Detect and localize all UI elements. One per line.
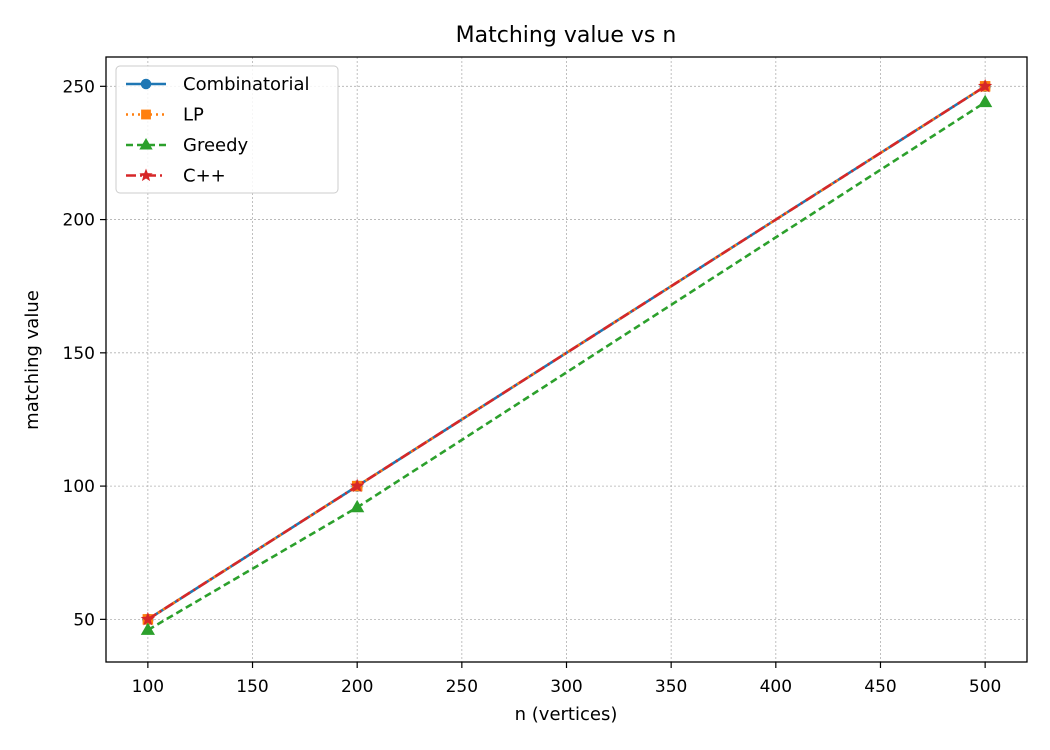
legend-marker [141,109,151,120]
legend-label: C++ [183,166,226,187]
legend-marker [139,138,153,150]
data-point [350,478,365,493]
y-tick-label: 50 [73,610,95,630]
x-tick-label: 400 [760,677,792,697]
legend-label: Greedy [183,135,249,156]
legend: Combinatorial LP Greedy C++ [115,65,339,194]
x-axis-label: n (vertices) [515,704,618,725]
y-tick-label: 150 [63,344,95,364]
data-point [140,622,155,635]
y-tick-label: 250 [63,77,95,97]
x-tick-label: 450 [864,677,896,697]
legend-label: Combinatorial [183,74,309,95]
x-axis: 100 150 200 250 300 350 400 450 500 [132,662,1001,697]
data-point [140,611,155,626]
x-tick-label: 350 [655,677,687,697]
data-point [978,94,993,108]
y-axis: 50 100 150 200 250 [63,77,106,630]
legend-item: Combinatorial [126,74,309,95]
x-tick-label: 500 [969,677,1001,697]
x-tick-label: 150 [236,677,268,697]
legend-label: LP [183,105,204,126]
x-tick-label: 100 [132,677,164,697]
y-tick-label: 200 [63,211,95,231]
x-tick-label: 200 [341,677,373,697]
x-tick-label: 300 [550,677,582,697]
series-greedy [140,94,993,635]
legend-box [115,65,339,194]
series-c- [140,78,993,626]
legend-item: C++ [126,166,226,187]
y-tick-label: 100 [63,477,95,497]
data-point [350,499,365,513]
legend-marker [139,168,153,182]
y-axis-label: matching value [22,290,43,430]
data-point [978,78,993,93]
legend-item: Greedy [126,135,249,156]
x-tick-label: 250 [446,677,478,697]
chart-title: Matching value vs n [456,23,677,48]
series-layer [140,78,993,635]
legend-item: LP [126,105,204,126]
legend-marker [140,78,152,90]
